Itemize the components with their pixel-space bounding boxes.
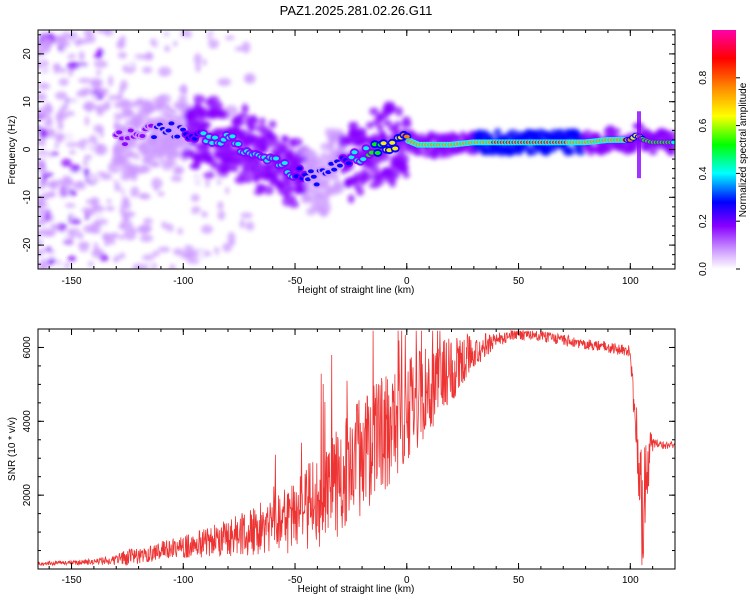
snr-panel: -150 -100 -50 0 50 100 2000 4000 6000 Height of… bbox=[7, 328, 676, 595]
snr-x-ticks: -150 -100 -50 0 50 100 bbox=[48, 329, 676, 586]
colorbar: 0.0 0.2 0.4 0.6 0.8 Normalized spectral ampl… bbox=[698, 30, 749, 276]
colorbar-tick-label: 0.8 bbox=[698, 70, 709, 84]
x-tick-label: 50 bbox=[513, 276, 525, 287]
spectrogram-x-ticks: -150 -100 -50 0 50 100 bbox=[48, 30, 676, 287]
y-tick-label: 0 bbox=[22, 146, 33, 152]
x-tick-label: 0 bbox=[404, 575, 410, 586]
colorbar-tick-label: 0.2 bbox=[698, 214, 709, 228]
snr-series-layer bbox=[38, 329, 675, 567]
x-tick-label: -100 bbox=[173, 276, 193, 287]
y-tick-label: 20 bbox=[22, 48, 33, 60]
colorbar-label: Normalized spectral amplitude bbox=[738, 82, 749, 217]
x-tick-label: 100 bbox=[622, 575, 639, 586]
x-tick-label: 100 bbox=[622, 276, 639, 287]
x-tick-label: 50 bbox=[513, 575, 525, 586]
snr-series-line bbox=[38, 329, 675, 567]
spectrogram-image bbox=[38, 30, 675, 269]
x-tick-label: -50 bbox=[288, 276, 303, 287]
spectrogram-spike bbox=[637, 111, 642, 179]
snr-frame bbox=[37, 328, 676, 570]
colorbar-ticks: 0.0 0.2 0.4 0.6 0.8 bbox=[698, 70, 740, 276]
colorbar-tick-label: 0.4 bbox=[698, 166, 709, 180]
spectrogram-y-label: Frequency (Hz) bbox=[7, 116, 18, 185]
x-tick-label: -150 bbox=[62, 276, 82, 287]
snr-y-ticks: 2000 4000 6000 bbox=[22, 328, 675, 552]
snr-y-label: SNR (10 * v/v) bbox=[7, 417, 18, 481]
y-tick-label: 6000 bbox=[22, 336, 33, 359]
snr-x-label: Height of straight line (km) bbox=[298, 584, 415, 595]
y-tick-label: -10 bbox=[22, 190, 33, 205]
colorbar-gradient bbox=[712, 30, 736, 269]
colorbar-tick-label: 0.6 bbox=[698, 118, 709, 132]
y-tick-label: 2000 bbox=[22, 484, 33, 507]
spectrogram-x-label: Height of straight line (km) bbox=[298, 285, 415, 296]
y-tick-label: 4000 bbox=[22, 410, 33, 433]
x-tick-label: -150 bbox=[62, 575, 82, 586]
x-tick-label: 0 bbox=[404, 276, 410, 287]
spectrogram-y-ticks: -20 -10 0 10 20 bbox=[22, 34, 675, 265]
x-tick-label: -50 bbox=[288, 575, 303, 586]
x-tick-label: -100 bbox=[173, 575, 193, 586]
figure-title: PAZ1.2025.281.02.26.G11 bbox=[280, 3, 433, 18]
y-tick-label: -20 bbox=[22, 237, 33, 252]
colorbar-tick-label: 0.0 bbox=[698, 262, 709, 276]
y-tick-label: 10 bbox=[22, 96, 33, 108]
